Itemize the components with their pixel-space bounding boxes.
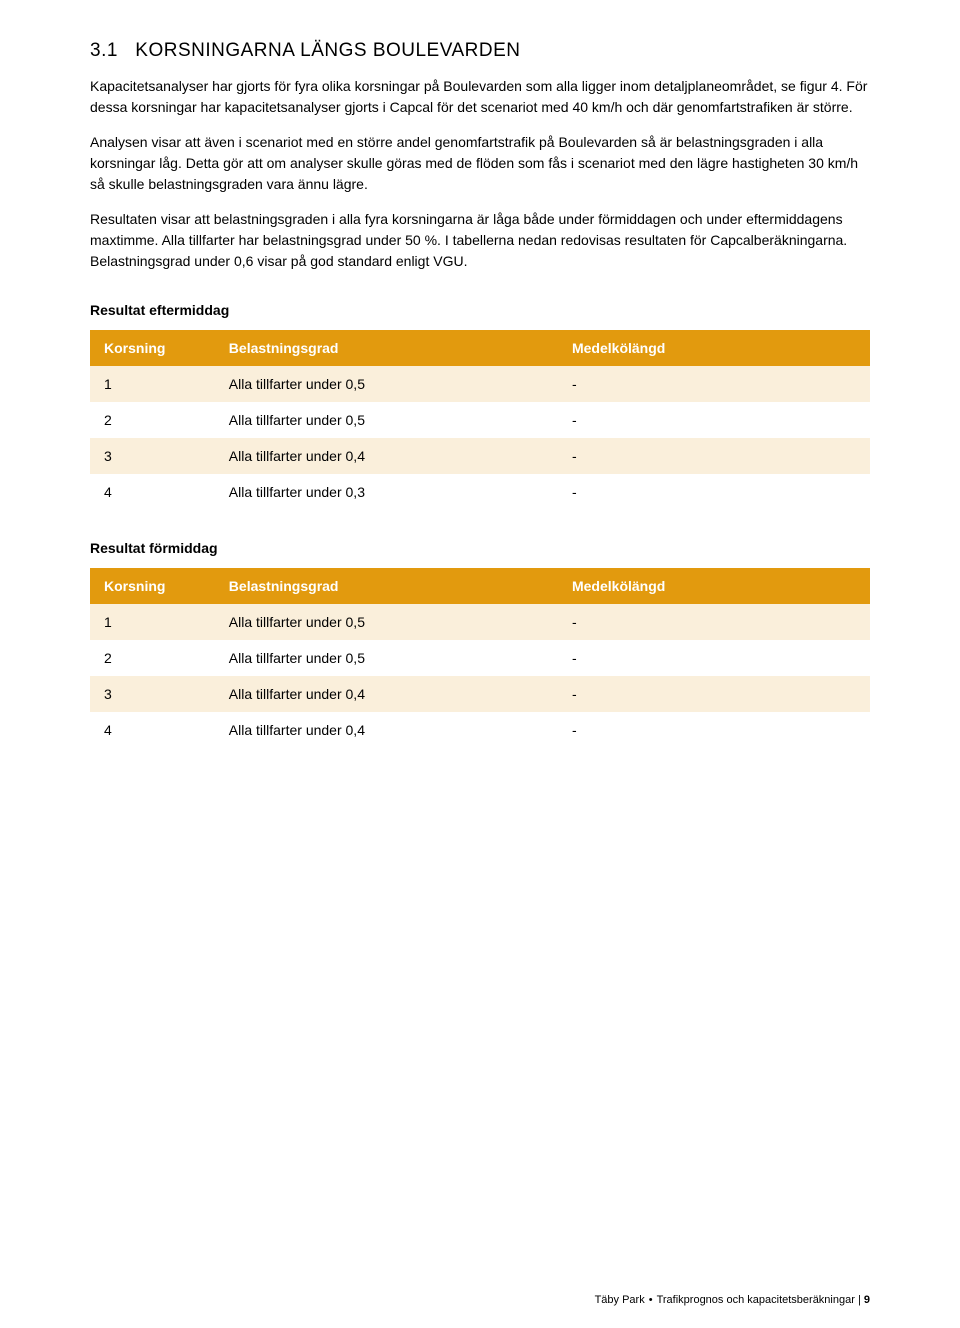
table-cell: - <box>558 676 870 712</box>
page-footer: Täby Park • Trafikprognos och kapacitetsbe… <box>595 1294 870 1306</box>
table-cell: - <box>558 604 870 640</box>
table-cell: - <box>558 474 870 510</box>
table-header-row: Korsning Belastningsgrad Medelkölängd <box>90 568 870 604</box>
table-cell: 3 <box>90 438 215 474</box>
table-cell: 4 <box>90 474 215 510</box>
section-title: KORSNINGARNA LÄNGS BOULEVARDEN <box>135 40 520 61</box>
table-cell: - <box>558 640 870 676</box>
table-heading: Resultat eftermiddag <box>90 302 870 318</box>
column-header: Korsning <box>90 568 215 604</box>
table-heading: Resultat förmiddag <box>90 540 870 556</box>
table-cell: Alla tillfarter under 0,4 <box>215 438 558 474</box>
table-cell: 2 <box>90 640 215 676</box>
paragraph: Kapacitetsanalyser har gjorts för fyra o… <box>90 76 870 118</box>
table-cell: 2 <box>90 402 215 438</box>
table-row: 4Alla tillfarter under 0,3- <box>90 474 870 510</box>
table-row: 4Alla tillfarter under 0,4- <box>90 712 870 748</box>
table-cell: 4 <box>90 712 215 748</box>
table-cell: - <box>558 402 870 438</box>
footer-left: Täby Park <box>595 1294 645 1306</box>
table-cell: - <box>558 712 870 748</box>
table-cell: Alla tillfarter under 0,3 <box>215 474 558 510</box>
table-cell: Alla tillfarter under 0,5 <box>215 604 558 640</box>
column-header: Belastningsgrad <box>215 568 558 604</box>
table-cell: 1 <box>90 366 215 402</box>
table-cell: 3 <box>90 676 215 712</box>
table-cell: - <box>558 438 870 474</box>
table-row: 1Alla tillfarter under 0,5- <box>90 366 870 402</box>
page-number: 9 <box>864 1294 870 1306</box>
table-cell: Alla tillfarter under 0,4 <box>215 712 558 748</box>
table-row: 2Alla tillfarter under 0,5- <box>90 402 870 438</box>
table-formiddag: Korsning Belastningsgrad Medelkölängd 1A… <box>90 568 870 748</box>
column-header: Medelkölängd <box>558 568 870 604</box>
table-body: 1Alla tillfarter under 0,5-2Alla tillfar… <box>90 604 870 748</box>
table-cell: Alla tillfarter under 0,5 <box>215 402 558 438</box>
footer-separator: • <box>649 1294 653 1306</box>
table-cell: Alla tillfarter under 0,5 <box>215 366 558 402</box>
paragraph: Resultaten visar att belastningsgraden i… <box>90 209 870 272</box>
table-header-row: Korsning Belastningsgrad Medelkölängd <box>90 330 870 366</box>
table-cell: Alla tillfarter under 0,5 <box>215 640 558 676</box>
column-header: Belastningsgrad <box>215 330 558 366</box>
table-cell: 1 <box>90 604 215 640</box>
column-header: Medelkölängd <box>558 330 870 366</box>
table-cell: Alla tillfarter under 0,4 <box>215 676 558 712</box>
column-header: Korsning <box>90 330 215 366</box>
table-eftermiddag: Korsning Belastningsgrad Medelkölängd 1A… <box>90 330 870 510</box>
paragraph: Analysen visar att även i scenariot med … <box>90 132 870 195</box>
table-cell: - <box>558 366 870 402</box>
table-body: 1Alla tillfarter under 0,5-2Alla tillfar… <box>90 366 870 510</box>
section-number: 3.1 <box>90 40 118 61</box>
table-row: 2Alla tillfarter under 0,5- <box>90 640 870 676</box>
footer-right: Trafikprognos och kapacitetsberäkningar <box>657 1294 855 1306</box>
table-row: 3Alla tillfarter under 0,4- <box>90 438 870 474</box>
table-row: 1Alla tillfarter under 0,5- <box>90 604 870 640</box>
section-heading: 3.1 KORSNINGARNA LÄNGS BOULEVARDEN <box>90 40 870 62</box>
table-row: 3Alla tillfarter under 0,4- <box>90 676 870 712</box>
